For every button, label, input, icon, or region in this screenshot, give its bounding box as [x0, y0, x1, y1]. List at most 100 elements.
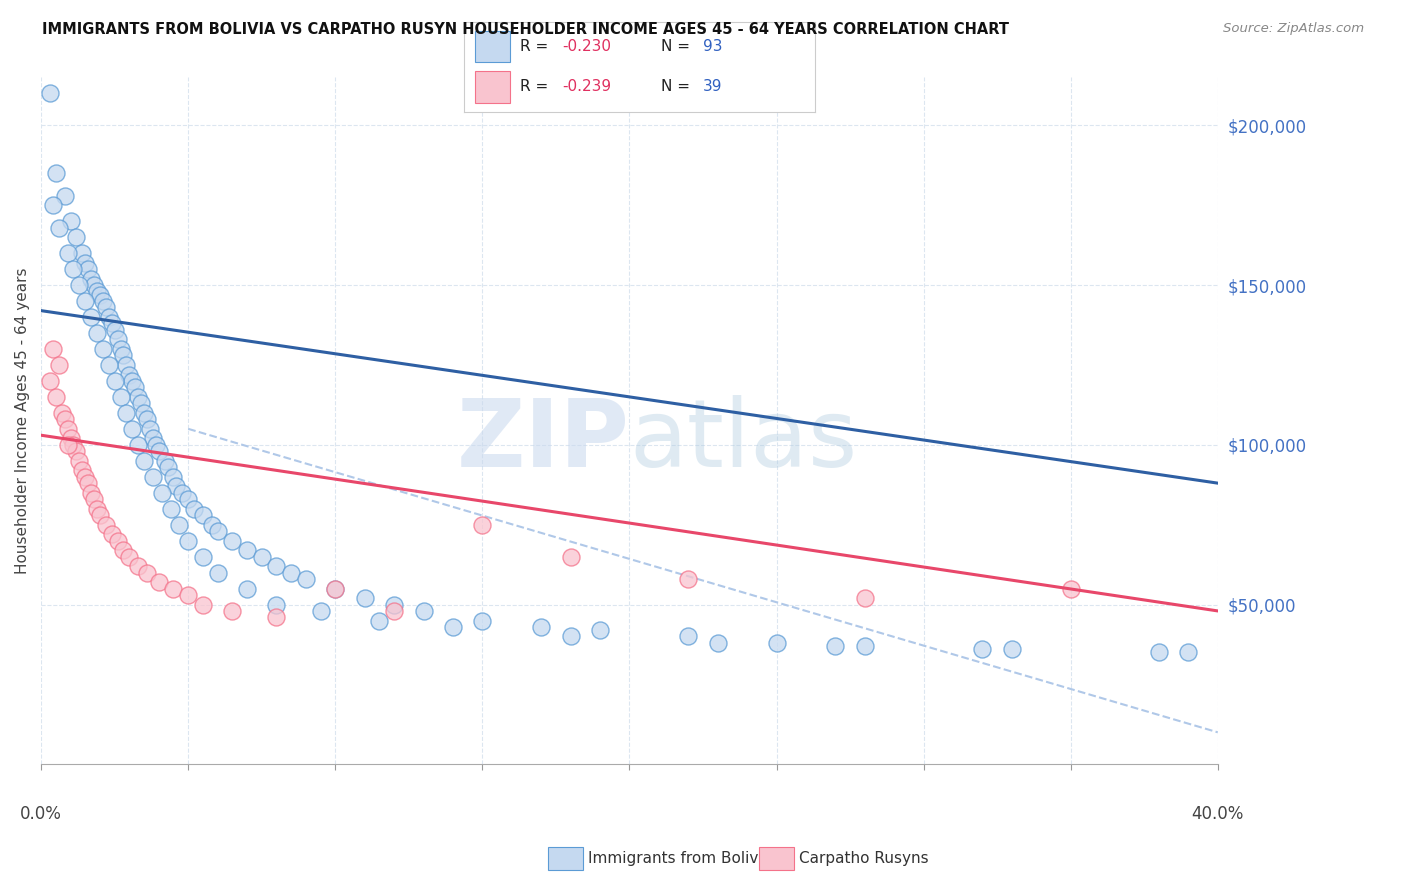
Point — [280, 566, 302, 580]
Point — [1177, 645, 1199, 659]
Point — [127, 438, 149, 452]
Text: N =: N = — [661, 39, 695, 54]
Point — [67, 454, 90, 468]
Text: 40.0%: 40.0% — [1192, 805, 1244, 823]
Point — [471, 517, 494, 532]
Text: -0.230: -0.230 — [562, 39, 612, 54]
Point — [97, 358, 120, 372]
Text: Carpatho Rusyns: Carpatho Rusyns — [799, 851, 928, 865]
Point — [132, 406, 155, 420]
Point — [177, 533, 200, 548]
Point — [118, 549, 141, 564]
Point — [94, 301, 117, 315]
Point — [80, 485, 103, 500]
Text: -0.239: -0.239 — [562, 79, 612, 94]
Point — [353, 591, 375, 606]
Point — [136, 566, 159, 580]
Point — [142, 432, 165, 446]
Point — [104, 323, 127, 337]
Point — [62, 438, 84, 452]
Bar — [475, 71, 510, 103]
Point — [132, 454, 155, 468]
Point — [853, 639, 876, 653]
Point — [118, 368, 141, 382]
Point — [153, 454, 176, 468]
Point — [110, 342, 132, 356]
Point — [65, 444, 87, 458]
Point — [191, 508, 214, 522]
Point — [530, 620, 553, 634]
Point — [100, 317, 122, 331]
Point — [39, 87, 62, 101]
Text: R =: R = — [520, 39, 554, 54]
Point — [72, 463, 94, 477]
Point — [177, 492, 200, 507]
Point — [53, 188, 76, 202]
Point — [159, 501, 181, 516]
Point — [266, 610, 288, 624]
Text: N =: N = — [661, 79, 695, 94]
Point — [165, 479, 187, 493]
Point — [441, 620, 464, 634]
Point — [42, 198, 65, 212]
Point — [471, 614, 494, 628]
Point — [80, 310, 103, 324]
Point — [107, 533, 129, 548]
Point — [169, 517, 191, 532]
Point — [48, 358, 70, 372]
Point — [221, 604, 243, 618]
Point — [191, 549, 214, 564]
Point — [266, 598, 288, 612]
Point — [86, 501, 108, 516]
Point — [145, 438, 167, 452]
Point — [45, 390, 67, 404]
Text: 0.0%: 0.0% — [20, 805, 62, 823]
Point — [83, 278, 105, 293]
Point — [382, 598, 405, 612]
Point — [56, 246, 79, 260]
Text: 93: 93 — [703, 39, 723, 54]
Point — [59, 214, 82, 228]
Point — [80, 271, 103, 285]
Text: ZIP: ZIP — [457, 395, 630, 487]
Point — [91, 342, 114, 356]
Point — [89, 508, 111, 522]
Text: atlas: atlas — [630, 395, 858, 487]
Point — [589, 623, 612, 637]
Point — [112, 348, 135, 362]
Point — [94, 517, 117, 532]
Point — [201, 517, 224, 532]
Point — [560, 549, 582, 564]
Point — [382, 604, 405, 618]
Point — [191, 598, 214, 612]
Point — [368, 614, 391, 628]
Point — [72, 246, 94, 260]
Point — [136, 412, 159, 426]
Point — [1001, 642, 1024, 657]
Text: 39: 39 — [703, 79, 723, 94]
Point — [107, 332, 129, 346]
Point — [678, 572, 700, 586]
Point — [121, 374, 143, 388]
Point — [75, 256, 97, 270]
Point — [115, 406, 138, 420]
Point — [75, 469, 97, 483]
Point — [91, 294, 114, 309]
Y-axis label: Householder Income Ages 45 - 64 years: Householder Income Ages 45 - 64 years — [15, 268, 30, 574]
Point — [1147, 645, 1170, 659]
Point — [100, 527, 122, 541]
Point — [236, 582, 259, 596]
Point — [110, 390, 132, 404]
Point — [207, 566, 229, 580]
Point — [172, 485, 194, 500]
Point — [115, 358, 138, 372]
Point — [127, 390, 149, 404]
Point — [156, 460, 179, 475]
Point — [295, 572, 318, 586]
Point — [65, 230, 87, 244]
Point — [67, 278, 90, 293]
Point — [177, 588, 200, 602]
Point — [207, 524, 229, 538]
Text: R =: R = — [520, 79, 554, 94]
Point — [183, 501, 205, 516]
